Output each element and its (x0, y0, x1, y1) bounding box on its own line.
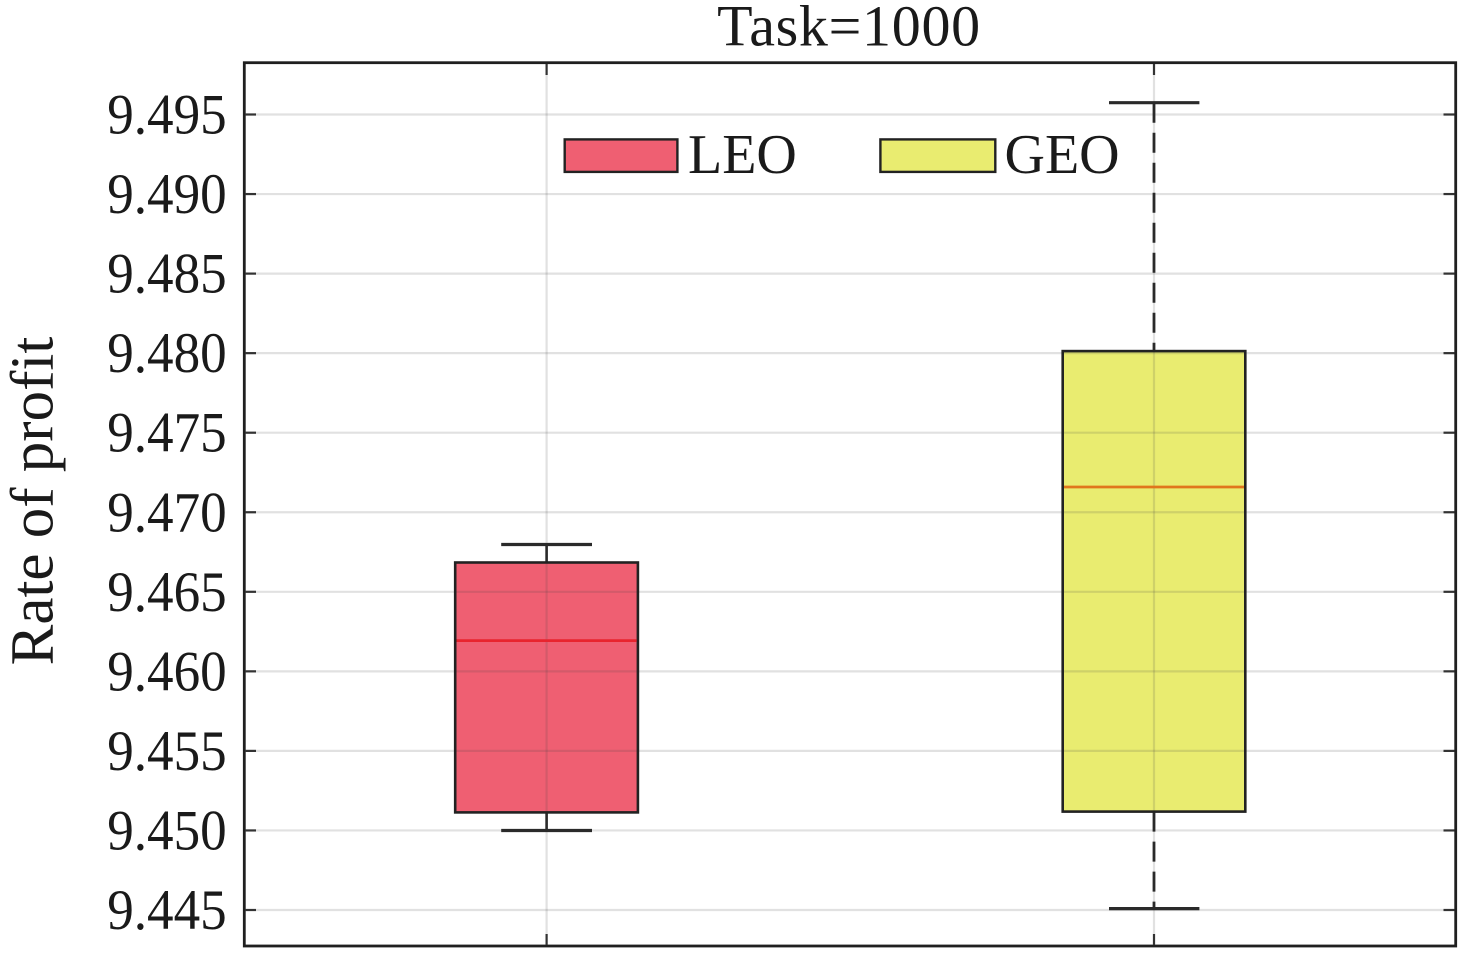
svg-text:Rate of profit: Rate of profit (0, 337, 67, 666)
svg-text:9.455: 9.455 (107, 720, 227, 783)
svg-text:Task=1000: Task=1000 (717, 0, 981, 59)
svg-text:9.485: 9.485 (107, 243, 227, 306)
svg-text:9.460: 9.460 (107, 640, 227, 703)
svg-text:9.495: 9.495 (107, 84, 227, 147)
svg-text:9.480: 9.480 (107, 322, 227, 385)
svg-text:LEO: LEO (688, 124, 797, 186)
svg-text:9.445: 9.445 (107, 879, 227, 942)
svg-text:9.475: 9.475 (107, 402, 227, 465)
svg-text:9.450: 9.450 (107, 799, 227, 862)
svg-text:9.490: 9.490 (107, 163, 227, 226)
svg-text:9.465: 9.465 (107, 561, 227, 624)
svg-text:9.470: 9.470 (107, 481, 227, 544)
svg-text:GEO: GEO (1005, 124, 1120, 186)
